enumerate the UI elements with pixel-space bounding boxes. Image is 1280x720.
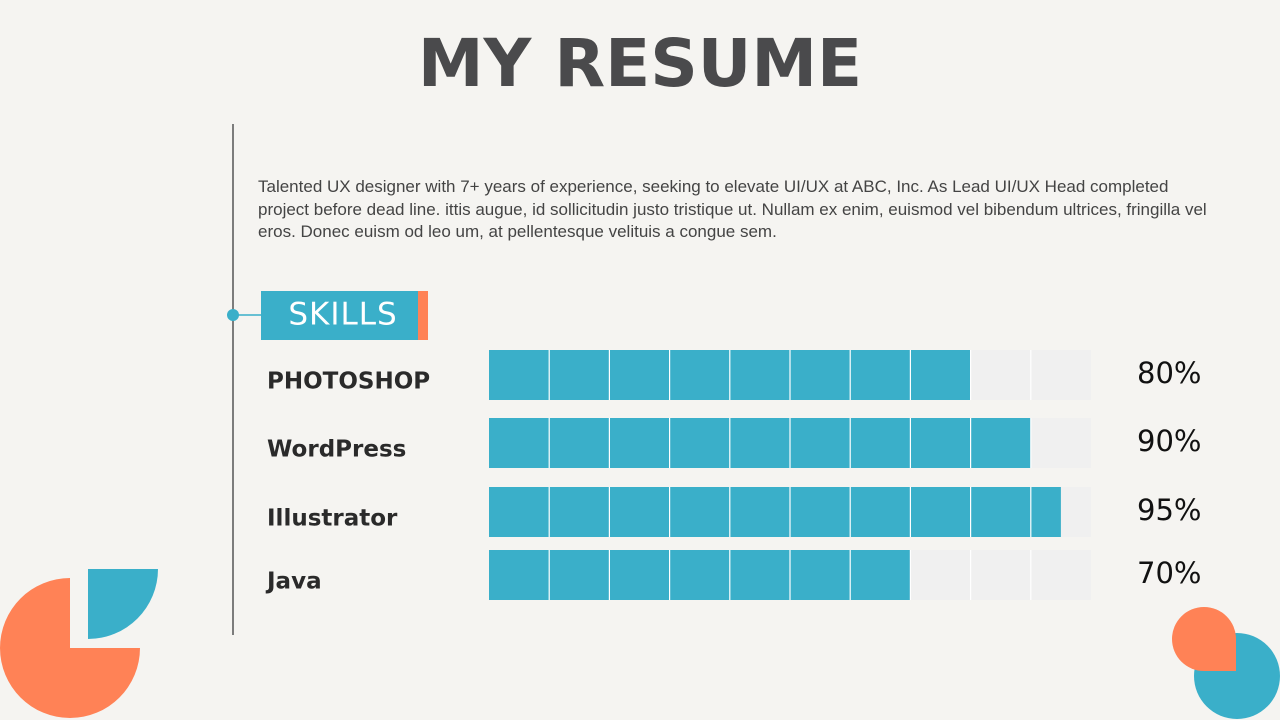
section-title: SKILLS (288, 297, 397, 333)
value-label: 95% (1137, 493, 1201, 527)
decoration (88, 569, 158, 639)
decoration (1172, 607, 1236, 671)
value-label: 90% (1137, 424, 1201, 458)
value-label: 70% (1137, 556, 1201, 590)
decoration (0, 578, 140, 718)
skill-label: PHOTOSHOP (267, 369, 430, 395)
description: Talented UX designer with 7+ years of ex… (258, 177, 1207, 241)
bar (489, 487, 1061, 537)
bar (489, 418, 1031, 468)
value-label: 80% (1137, 356, 1201, 390)
section-box (261, 291, 418, 340)
skills-chart: PHOTOSHOP 80% WordPress 90% Illustrator 95% Ja… (265, 350, 1201, 600)
section-accent (418, 291, 428, 340)
bar (489, 550, 911, 600)
title: MY RESUME (418, 25, 862, 102)
skill-label: Java (265, 569, 322, 595)
skill-label: WordPress (267, 437, 406, 463)
skill-label: Illustrator (267, 506, 398, 532)
